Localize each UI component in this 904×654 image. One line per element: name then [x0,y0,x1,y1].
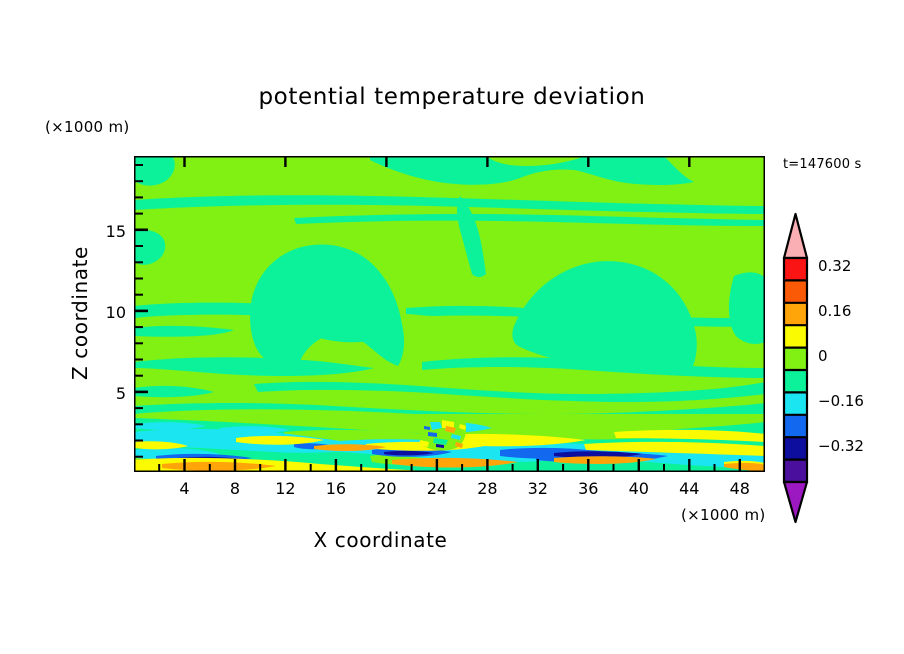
x-tick-label: 32 [527,479,548,498]
x-tick-label: 36 [578,479,599,498]
x-tick-label: 16 [325,479,347,498]
x-tick-label: 48 [729,479,750,498]
colorbar-band [784,414,807,438]
colorbar-band [784,280,807,303]
y-axis-major-ticks [134,228,148,394]
colorbar-under-cap [782,480,809,524]
colorbar-band [784,392,807,415]
colorbar-band [784,370,807,393]
x-tick-label: 40 [628,479,649,498]
x-tick-label: 4 [179,479,190,498]
contour-plot-area [134,156,765,472]
x-axis-unit-label: (×1000 m) [681,506,766,524]
y-axis-title: Z coordinate [68,246,92,380]
colorbar-tick-label: 0.32 [818,257,852,275]
chart-title: potential temperature deviation [258,84,646,110]
colorbar-band [784,437,807,460]
time-annotation: t=147600 s [783,157,862,172]
colorbar-tick-label: −0.32 [818,437,864,455]
y-tick-label: 5 [115,383,126,403]
colorbar[interactable] [781,212,813,524]
x-axis-top-ticks [183,156,691,167]
y-tick-label: 10 [105,302,126,322]
colorbar-tick-label: −0.16 [818,392,864,410]
x-tick-label: 12 [275,479,296,498]
x-tick-label: 24 [426,479,448,498]
colorbar-band [784,302,807,326]
x-tick-label: 28 [477,479,498,498]
y-axis-minor-ticks [134,164,143,458]
colorbar-tick-label: 0.16 [818,302,852,320]
x-tick-label: 44 [679,479,700,498]
x-axis-major-ticks [183,459,741,472]
colorbar-band [784,258,807,281]
y-tick-label: 15 [105,221,126,241]
x-tick-label: 20 [376,479,397,498]
colorbar-over-cap [782,212,809,260]
x-axis-title: X coordinate [313,528,448,552]
x-axis-minor-ticks [158,464,765,472]
colorbar-band [784,325,807,348]
x-tick-label: 8 [229,479,241,498]
colorbar-band [784,347,807,370]
colorbar-tick-label: 0 [818,347,828,365]
y-axis-unit-label: (×1000 m) [45,118,130,136]
colorbar-band [784,459,807,482]
